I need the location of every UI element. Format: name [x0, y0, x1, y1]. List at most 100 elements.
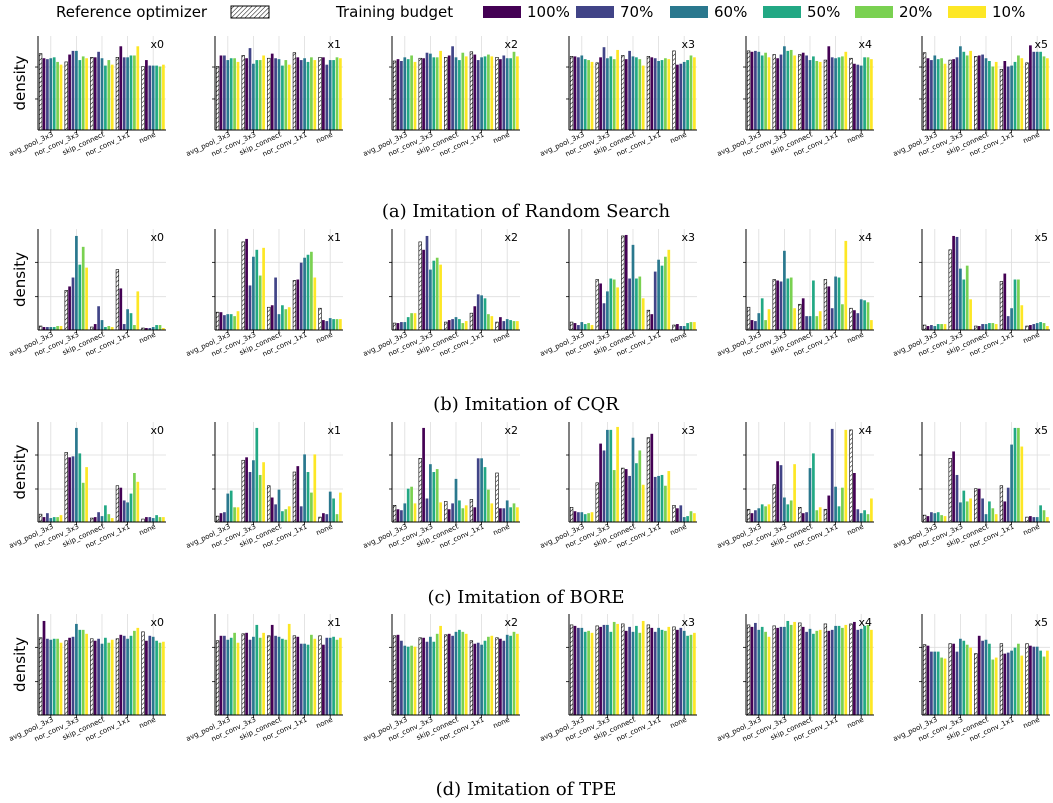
x-tick-label: none — [1022, 523, 1041, 538]
bar-skip_connect-20pct — [107, 326, 111, 330]
bar-none-70pct — [148, 65, 152, 130]
bar-nor_conv_3x3-50pct — [78, 264, 82, 330]
bar-nor_conv_1x1-10pct — [667, 626, 671, 715]
bar-avg_pool_3x3-10pct — [236, 311, 240, 330]
bar-avg_pool_3x3-10pct — [943, 516, 947, 522]
bar-nor_conv_1x1-50pct — [660, 60, 664, 130]
bar-skip_connect-20pct — [461, 508, 465, 522]
bar-avg_pool_3x3-70pct — [223, 635, 226, 715]
bar-nor_conv_3x3-60pct — [252, 636, 255, 715]
bar-nor_conv_1x1-70pct — [476, 294, 480, 330]
bar-skip_connect-100pct — [270, 624, 274, 715]
bar-avg_pool_3x3-60pct — [933, 55, 937, 131]
bar-skip_connect-50pct — [812, 280, 815, 330]
bar-none-100pct — [676, 629, 679, 715]
bar-none-60pct — [682, 630, 686, 715]
bar-nor_conv_1x1-60pct — [303, 643, 306, 715]
bar-nor_conv_1x1-reference-optimizer — [115, 485, 120, 523]
bar-none-10pct — [339, 58, 342, 130]
bar-skip_connect-60pct — [454, 631, 458, 715]
bar-nor_conv_3x3-reference-optimizer — [64, 61, 68, 131]
bar-skip_connect-reference-optimizer — [798, 54, 802, 131]
bar-nor_conv_3x3-10pct — [262, 55, 265, 131]
bar-none-reference-optimizer — [1025, 516, 1029, 523]
bar-skip_connect-70pct — [628, 626, 631, 715]
bar-nor_conv_1x1-20pct — [841, 627, 844, 715]
bar-none-10pct — [162, 641, 165, 715]
bar-nor_conv_1x1-20pct — [1017, 427, 1020, 522]
bar-none-60pct — [1035, 646, 1039, 715]
bar-nor_conv_3x3-60pct — [429, 53, 432, 130]
panel-label: x5 — [1034, 616, 1048, 629]
bar-none-reference-optimizer — [672, 505, 676, 523]
legend-swatch-4 — [855, 6, 893, 18]
bar-skip_connect-reference-optimizer — [621, 235, 625, 331]
bar-nor_conv_1x1-20pct — [1017, 279, 1020, 330]
bar-nor_conv_1x1-60pct — [303, 257, 306, 330]
bar-none-50pct — [686, 635, 689, 715]
bar-nor_conv_3x3-20pct — [789, 500, 793, 522]
bar-nor_conv_1x1-100pct — [1003, 501, 1007, 522]
bar-none-70pct — [856, 64, 860, 130]
bar-skip_connect-100pct — [624, 630, 628, 715]
bar-avg_pool_3x3-60pct — [933, 651, 937, 715]
bar-nor_conv_1x1-10pct — [667, 471, 671, 522]
bar-skip_connect-100pct — [977, 326, 981, 330]
bar-skip_connect-10pct — [818, 507, 822, 522]
legend-swatch-2 — [670, 6, 708, 18]
bar-nor_conv_1x1-70pct — [122, 324, 126, 330]
bar-avg_pool_3x3-reference-optimizer — [38, 637, 43, 716]
bar-nor_conv_3x3-reference-optimizer — [948, 457, 952, 523]
bar-avg_pool_3x3-50pct — [229, 637, 233, 715]
bar-skip_connect-100pct — [447, 509, 451, 522]
bar-avg_pool_3x3-10pct — [59, 642, 63, 715]
bar-skip_connect-10pct — [110, 64, 114, 130]
bar-nor_conv_1x1-70pct — [476, 60, 480, 130]
bar-nor_conv_1x1-50pct — [837, 625, 841, 715]
x-tick-label: none — [138, 716, 157, 731]
bar-skip_connect-20pct — [284, 309, 288, 330]
bar-none-60pct — [1035, 517, 1039, 522]
bar-nor_conv_1x1-10pct — [490, 316, 494, 330]
bar-nor_conv_3x3-20pct — [612, 59, 616, 130]
bar-nor_conv_3x3-10pct — [793, 308, 796, 330]
bar-skip_connect-10pct — [287, 623, 291, 715]
bar-nor_conv_1x1-50pct — [129, 635, 133, 715]
bar-none-20pct — [689, 322, 693, 330]
bar-nor_conv_3x3-60pct — [75, 235, 78, 330]
bar-nor_conv_1x1-20pct — [841, 304, 844, 330]
bar-nor_conv_3x3-reference-optimizer — [772, 484, 776, 523]
bar-avg_pool_3x3-100pct — [926, 326, 930, 330]
bar-nor_conv_3x3-50pct — [432, 57, 436, 130]
bar-nor_conv_1x1-60pct — [126, 502, 129, 522]
bar-nor_conv_3x3-100pct — [422, 637, 425, 715]
bar-avg_pool_3x3-10pct — [236, 61, 240, 130]
bar-nor_conv_3x3-20pct — [81, 629, 85, 715]
bar-nor_conv_1x1-70pct — [830, 428, 834, 522]
bar-nor_conv_3x3-60pct — [783, 250, 786, 330]
bar-none-70pct — [1032, 517, 1036, 522]
bar-avg_pool_3x3-50pct — [936, 512, 940, 522]
bar-none-100pct — [676, 508, 679, 522]
bar-skip_connect-20pct — [815, 630, 819, 715]
bar-nor_conv_1x1-100pct — [473, 643, 477, 715]
bar-nor_conv_1x1-20pct — [664, 630, 667, 715]
bar-nor_conv_3x3-reference-optimizer — [418, 637, 422, 716]
bar-skip_connect-10pct — [287, 307, 291, 330]
bar-nor_conv_1x1-60pct — [657, 475, 660, 522]
bar-avg_pool_3x3-100pct — [396, 59, 400, 130]
bar-skip_connect-50pct — [988, 501, 991, 522]
subplot-row0-panel4: avg_pool_3x3nor_conv_3x3skip_connectnor_… — [716, 36, 874, 158]
bar-nor_conv_1x1-reference-optimizer — [469, 312, 474, 331]
bar-nor_conv_1x1-70pct — [299, 506, 303, 522]
bar-skip_connect-60pct — [454, 57, 458, 130]
bar-skip_connect-reference-optimizer — [90, 517, 94, 523]
bar-none-70pct — [679, 627, 683, 715]
bar-nor_conv_3x3-70pct — [425, 641, 429, 715]
subplot-row1-panel5: avg_pool_3x3nor_conv_3x3skip_connectnor_… — [892, 229, 1050, 358]
bar-nor_conv_1x1-60pct — [1010, 444, 1013, 522]
bar-nor_conv_3x3-20pct — [258, 60, 262, 130]
bar-nor_conv_1x1-reference-optimizer — [115, 269, 120, 331]
bar-skip_connect-reference-optimizer — [267, 485, 271, 523]
subplot-row3-panel0: avg_pool_3x3nor_conv_3x3skip_connectnor_… — [8, 614, 166, 743]
